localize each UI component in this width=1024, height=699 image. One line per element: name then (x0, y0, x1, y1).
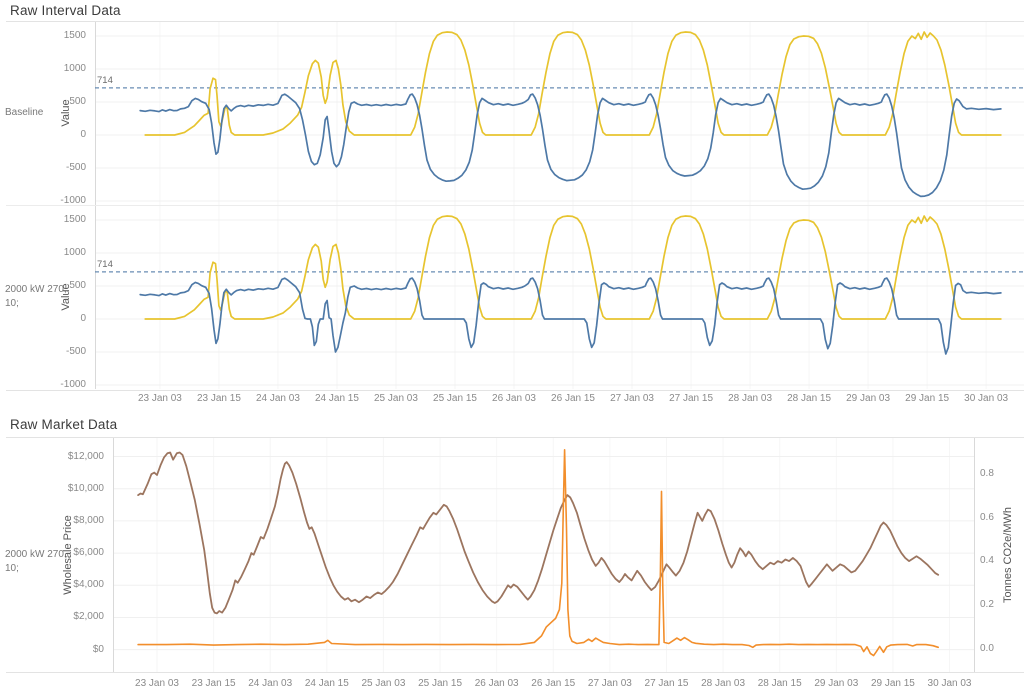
y-tick-label: 500 (69, 280, 86, 291)
x-tick-label: 23 Jan 15 (196, 393, 241, 404)
x-tick-label: 27 Jan 03 (587, 678, 632, 689)
reference-line-label: 714 (97, 74, 113, 86)
price-tick-label: $6,000 (73, 547, 104, 559)
x-tick-label: 26 Jan 15 (551, 393, 595, 404)
co2-tick-label: 0.2 (980, 599, 994, 611)
x-tick-label: 24 Jan 03 (248, 678, 293, 689)
price-tick-label: $4,000 (73, 579, 104, 591)
price-tick-label: $12,000 (67, 450, 104, 462)
x-tick-label: 24 Jan 03 (255, 393, 300, 404)
x-tick-label: 28 Jan 03 (728, 393, 773, 404)
price-tick-label: $10,000 (67, 482, 104, 494)
x-tick-label: 26 Jan 03 (492, 393, 536, 404)
market-chart[interactable] (113, 438, 975, 672)
x-tick-label: 28 Jan 15 (787, 393, 832, 404)
price-tick-label: $0 (92, 643, 104, 655)
x-tick-label: 29 Jan 15 (870, 678, 915, 689)
section-title-raw-market-data: Raw Market Data (10, 417, 118, 432)
scenario-interval-chart[interactable] (95, 206, 1024, 389)
x-tick-label: 24 Jan 15 (314, 393, 359, 404)
x-tick-label: 27 Jan 15 (669, 393, 714, 404)
y-tick-label: -1000 (60, 379, 86, 391)
divider (6, 21, 1024, 22)
row-label-baseline: Baseline (5, 107, 44, 118)
price-tick-label: $2,000 (73, 611, 104, 623)
x-tick-label: 28 Jan 15 (757, 678, 802, 689)
x-tick-label: 30 Jan 03 (964, 393, 1009, 404)
divider (6, 390, 1024, 391)
x-tick-label: 23 Jan 15 (191, 678, 236, 689)
y-tick-label: 0 (80, 129, 86, 141)
x-tick-label: 25 Jan 03 (374, 393, 418, 404)
x-tick-label: 25 Jan 15 (433, 393, 477, 404)
y-tick-label: 0 (80, 313, 86, 325)
y-tick-label: -500 (65, 162, 86, 174)
x-tick-label: 24 Jan 15 (304, 678, 349, 689)
x-tick-label: 29 Jan 03 (814, 678, 859, 689)
price-tick-label: $8,000 (73, 514, 104, 526)
x-tick-label: 27 Jan 03 (610, 393, 654, 404)
section-title-raw-interval-data: Raw Interval Data (10, 3, 121, 18)
co2-tick-label: 0.8 (980, 467, 994, 479)
x-tick-label: 27 Jan 15 (644, 678, 689, 689)
row-divider (6, 205, 1024, 206)
x-tick-label: 25 Jan 03 (361, 678, 406, 689)
y-tick-label: 1000 (63, 63, 86, 74)
x-tick-label: 29 Jan 15 (905, 393, 950, 404)
x-tick-label: 28 Jan 03 (701, 678, 746, 689)
co2-tick-label: 0.6 (980, 511, 994, 523)
y-tick-label: 500 (69, 96, 86, 107)
x-tick-label: 29 Jan 03 (846, 393, 891, 404)
co2-tick-label: 0.0 (980, 643, 994, 655)
co2-tick-label: 0.4 (980, 555, 994, 567)
y-tick-label: 1500 (63, 29, 86, 41)
x-tick-label: 25 Jan 15 (418, 678, 463, 689)
divider (6, 437, 1024, 438)
x-tick-label: 30 Jan 03 (927, 678, 972, 689)
reference-line-label: 714 (97, 258, 113, 270)
y-tick-label: 1000 (63, 247, 86, 258)
row-label-scenario: 2000 kW 270, 10; (5, 284, 67, 309)
y-tick-label: -1000 (60, 195, 86, 207)
x-tick-label: 23 Jan 03 (135, 678, 179, 689)
x-tick-label: 23 Jan 03 (137, 393, 182, 404)
x-tick-label: 26 Jan 03 (474, 678, 519, 689)
row-label-market-scenario: 2000 kW 270, 10; (5, 549, 67, 574)
baseline-interval-chart[interactable] (95, 22, 1024, 205)
x-tick-label: 26 Jan 15 (531, 678, 576, 689)
divider (6, 672, 1024, 673)
y-tick-label: -500 (65, 346, 86, 358)
y-tick-label: 1500 (63, 213, 86, 225)
